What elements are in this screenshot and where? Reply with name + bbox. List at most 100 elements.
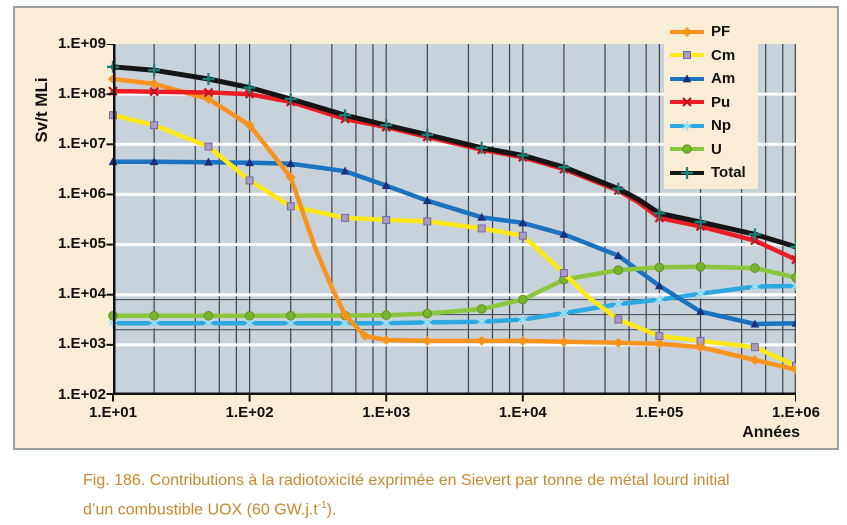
marker-asterisk	[559, 309, 569, 317]
figure-caption: Fig. 186. Contributions à la radiotoxici…	[83, 469, 813, 522]
marker-asterisk	[149, 320, 159, 327]
marker-asterisk	[682, 122, 692, 129]
marker-circle	[613, 265, 624, 275]
legend-item-pf: PF	[670, 20, 758, 44]
marker-triangle	[245, 158, 254, 167]
marker-square	[150, 121, 159, 130]
marker-square	[614, 315, 623, 324]
legend-label: U	[711, 140, 722, 158]
marker-diamond	[285, 172, 296, 183]
legend-item-total: Total	[670, 161, 758, 185]
legend-item-pu: Pu	[670, 91, 758, 115]
marker-asterisk	[695, 290, 706, 297]
legend-label: Cm	[711, 46, 736, 64]
legend-item-cm: Cm	[670, 44, 758, 68]
marker-diamond	[244, 120, 255, 131]
legend-item-u: U	[670, 138, 758, 162]
marker-triangle	[422, 196, 432, 205]
series-pf	[108, 74, 801, 375]
marker-triangle	[381, 180, 391, 189]
marker-square	[750, 343, 759, 352]
marker-diamond	[682, 26, 692, 37]
marker-asterisk	[381, 320, 391, 327]
marker-triangle	[682, 74, 692, 83]
marker-diamond	[476, 335, 487, 346]
marker-asterisk	[422, 319, 433, 326]
marker-diamond	[749, 354, 760, 365]
legend-label: Am	[711, 70, 736, 88]
marker-square	[559, 269, 568, 278]
marker-circle	[422, 308, 433, 319]
legend-key-icon	[670, 166, 704, 179]
marker-circle	[203, 310, 214, 321]
marker-asterisk	[750, 283, 760, 290]
marker-asterisk	[518, 316, 528, 323]
marker-square	[423, 217, 432, 226]
marker-triangle	[750, 319, 760, 328]
marker-circle	[476, 304, 487, 314]
caption-superscript: -1	[317, 499, 327, 511]
marker-square	[341, 213, 350, 222]
legend-key-icon	[670, 120, 704, 131]
marker-diamond	[340, 310, 351, 321]
marker-diamond	[613, 337, 624, 348]
marker-x	[750, 235, 760, 246]
marker-asterisk	[203, 320, 214, 327]
marker-diamond	[558, 336, 569, 347]
marker-asterisk	[613, 300, 623, 308]
caption-line-2: d’un combustible UOX (60 GW.j.t-1).	[83, 499, 337, 518]
marker-circle	[149, 310, 159, 321]
marker-triangle	[340, 166, 350, 175]
legend-label: PF	[711, 23, 731, 41]
legend-label: Pu	[711, 93, 731, 111]
chart-legend: PF Cm Am Pu Np U Total	[664, 13, 758, 189]
marker-diamond	[654, 338, 665, 349]
marker-circle	[518, 294, 528, 305]
marker-diamond	[517, 335, 528, 346]
marker-triangle	[559, 229, 569, 238]
caption-line-1: Fig. 186. Contributions à la radiotoxici…	[83, 472, 730, 489]
marker-triangle	[655, 281, 664, 290]
legend-key-icon	[670, 74, 704, 83]
series-line	[110, 264, 799, 319]
marker-circle	[381, 310, 392, 321]
legend-label: Np	[711, 117, 731, 135]
marker-diamond	[360, 331, 371, 342]
marker-asterisk	[476, 318, 487, 325]
marker-asterisk	[286, 320, 296, 327]
marker-circle	[791, 272, 801, 283]
marker-diamond	[695, 342, 706, 353]
marker-diamond	[422, 335, 433, 346]
marker-square	[518, 231, 527, 240]
legend-key-icon	[670, 97, 704, 108]
marker-triangle	[518, 218, 528, 227]
legend-key-icon	[670, 144, 704, 155]
marker-square	[655, 332, 664, 341]
marker-triangle	[613, 251, 623, 260]
marker-square	[477, 224, 486, 233]
marker-circle	[285, 310, 296, 321]
marker-circle	[244, 310, 255, 321]
marker-diamond	[149, 78, 160, 89]
marker-diamond	[381, 334, 392, 345]
marker-asterisk	[340, 320, 350, 327]
plot-area	[105, 43, 802, 404]
marker-triangle	[149, 157, 159, 166]
marker-square	[204, 142, 213, 151]
marker-circle	[682, 144, 692, 155]
marker-square	[286, 202, 295, 211]
marker-circle	[654, 262, 665, 273]
legend-label: Total	[711, 164, 746, 182]
marker-circle	[750, 263, 760, 273]
y-axis-title: Sv/t MLi	[32, 77, 51, 143]
marker-square	[683, 51, 691, 60]
legend-item-np: Np	[670, 114, 758, 138]
x-axis-unit-label: Années	[742, 424, 800, 441]
legend-key-icon	[670, 51, 704, 60]
marker-asterisk	[654, 296, 665, 303]
legend-key-icon	[670, 26, 704, 37]
marker-x	[149, 86, 159, 97]
marker-x	[682, 97, 692, 108]
chart-svg	[106, 43, 802, 402]
